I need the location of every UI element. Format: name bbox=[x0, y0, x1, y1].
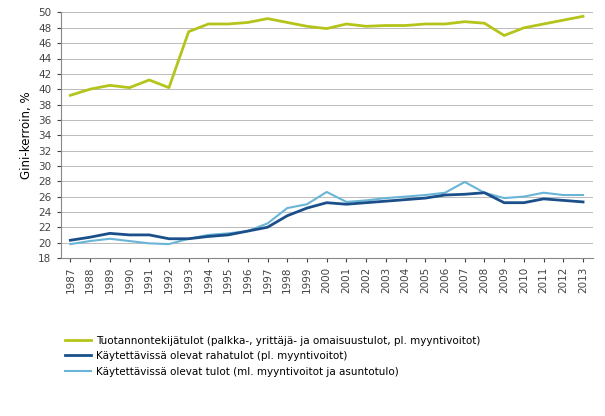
Käytettävissä olevat tulot (ml. myyntivoitot ja asuntotulo) bbox=[303, 202, 310, 207]
Tuotannontekijätulot (palkka-, yrittäjä- ja omaisuustulot, pl. myyntivoitot) bbox=[244, 20, 252, 25]
Käytettävissä olevat rahatulot (pl. myyntivoitot) bbox=[165, 236, 172, 241]
Tuotannontekijätulot (palkka-, yrittäjä- ja omaisuustulot, pl. myyntivoitot) bbox=[67, 93, 74, 98]
Käytettävissä olevat tulot (ml. myyntivoitot ja asuntotulo) bbox=[580, 193, 587, 198]
Käytettävissä olevat rahatulot (pl. myyntivoitot) bbox=[67, 238, 74, 243]
Käytettävissä olevat tulot (ml. myyntivoitot ja asuntotulo) bbox=[382, 196, 390, 201]
Tuotannontekijätulot (palkka-, yrittäjä- ja omaisuustulot, pl. myyntivoitot) bbox=[106, 83, 113, 88]
Line: Käytettävissä olevat rahatulot (pl. myyntivoitot): Käytettävissä olevat rahatulot (pl. myyn… bbox=[70, 193, 583, 240]
Käytettävissä olevat tulot (ml. myyntivoitot ja asuntotulo) bbox=[323, 189, 330, 194]
Käytettävissä olevat rahatulot (pl. myyntivoitot) bbox=[560, 198, 567, 203]
Käytettävissä olevat tulot (ml. myyntivoitot ja asuntotulo) bbox=[67, 242, 74, 247]
Tuotannontekijätulot (palkka-, yrittäjä- ja omaisuustulot, pl. myyntivoitot) bbox=[580, 14, 587, 19]
Käytettävissä olevat tulot (ml. myyntivoitot ja asuntotulo) bbox=[520, 194, 528, 199]
Käytettävissä olevat tulot (ml. myyntivoitot ja asuntotulo) bbox=[343, 199, 350, 204]
Tuotannontekijätulot (palkka-, yrittäjä- ja omaisuustulot, pl. myyntivoitot) bbox=[146, 77, 153, 82]
Käytettävissä olevat tulot (ml. myyntivoitot ja asuntotulo) bbox=[442, 190, 449, 195]
Tuotannontekijätulot (palkka-, yrittäjä- ja omaisuustulot, pl. myyntivoitot) bbox=[461, 19, 468, 24]
Käytettävissä olevat rahatulot (pl. myyntivoitot) bbox=[204, 234, 212, 239]
Tuotannontekijätulot (palkka-, yrittäjä- ja omaisuustulot, pl. myyntivoitot) bbox=[560, 17, 567, 22]
Käytettävissä olevat rahatulot (pl. myyntivoitot) bbox=[224, 233, 232, 238]
Käytettävissä olevat rahatulot (pl. myyntivoitot) bbox=[442, 193, 449, 198]
Käytettävissä olevat rahatulot (pl. myyntivoitot) bbox=[540, 196, 548, 201]
Käytettävissä olevat rahatulot (pl. myyntivoitot) bbox=[87, 235, 94, 240]
Käytettävissä olevat rahatulot (pl. myyntivoitot) bbox=[284, 213, 291, 218]
Käytettävissä olevat tulot (ml. myyntivoitot ja asuntotulo) bbox=[402, 194, 409, 199]
Käytettävissä olevat tulot (ml. myyntivoitot ja asuntotulo) bbox=[106, 236, 113, 241]
Tuotannontekijätulot (palkka-, yrittäjä- ja omaisuustulot, pl. myyntivoitot) bbox=[500, 33, 508, 38]
Käytettävissä olevat rahatulot (pl. myyntivoitot) bbox=[126, 233, 133, 238]
Y-axis label: Gini-kerroin, %: Gini-kerroin, % bbox=[20, 92, 33, 179]
Käytettävissä olevat tulot (ml. myyntivoitot ja asuntotulo) bbox=[422, 193, 429, 198]
Tuotannontekijätulot (palkka-, yrittäjä- ja omaisuustulot, pl. myyntivoitot) bbox=[224, 22, 232, 27]
Käytettävissä olevat tulot (ml. myyntivoitot ja asuntotulo) bbox=[540, 190, 548, 195]
Line: Käytettävissä olevat tulot (ml. myyntivoitot ja asuntotulo): Käytettävissä olevat tulot (ml. myyntivo… bbox=[70, 182, 583, 244]
Käytettävissä olevat rahatulot (pl. myyntivoitot) bbox=[520, 200, 528, 205]
Tuotannontekijätulot (palkka-, yrittäjä- ja omaisuustulot, pl. myyntivoitot) bbox=[442, 22, 449, 27]
Käytettävissä olevat rahatulot (pl. myyntivoitot) bbox=[244, 228, 252, 233]
Käytettävissä olevat tulot (ml. myyntivoitot ja asuntotulo) bbox=[244, 228, 252, 233]
Käytettävissä olevat tulot (ml. myyntivoitot ja asuntotulo) bbox=[224, 231, 232, 236]
Käytettävissä olevat tulot (ml. myyntivoitot ja asuntotulo) bbox=[461, 179, 468, 184]
Käytettävissä olevat rahatulot (pl. myyntivoitot) bbox=[422, 196, 429, 201]
Tuotannontekijätulot (palkka-, yrittäjä- ja omaisuustulot, pl. myyntivoitot) bbox=[481, 21, 488, 26]
Tuotannontekijätulot (palkka-, yrittäjä- ja omaisuustulot, pl. myyntivoitot) bbox=[264, 16, 271, 21]
Käytettävissä olevat rahatulot (pl. myyntivoitot) bbox=[303, 206, 310, 210]
Tuotannontekijätulot (palkka-, yrittäjä- ja omaisuustulot, pl. myyntivoitot) bbox=[87, 87, 94, 92]
Käytettävissä olevat tulot (ml. myyntivoitot ja asuntotulo) bbox=[481, 190, 488, 195]
Käytettävissä olevat rahatulot (pl. myyntivoitot) bbox=[343, 202, 350, 207]
Tuotannontekijätulot (palkka-, yrittäjä- ja omaisuustulot, pl. myyntivoitot) bbox=[382, 23, 390, 28]
Tuotannontekijätulot (palkka-, yrittäjä- ja omaisuustulot, pl. myyntivoitot) bbox=[126, 85, 133, 90]
Tuotannontekijätulot (palkka-, yrittäjä- ja omaisuustulot, pl. myyntivoitot) bbox=[303, 24, 310, 29]
Tuotannontekijätulot (palkka-, yrittäjä- ja omaisuustulot, pl. myyntivoitot) bbox=[323, 26, 330, 31]
Käytettävissä olevat tulot (ml. myyntivoitot ja asuntotulo) bbox=[264, 221, 271, 226]
Käytettävissä olevat rahatulot (pl. myyntivoitot) bbox=[500, 200, 508, 205]
Legend: Tuotannontekijätulot (palkka-, yrittäjä- ja omaisuustulot, pl. myyntivoitot), Kä: Tuotannontekijätulot (palkka-, yrittäjä-… bbox=[60, 332, 485, 381]
Käytettävissä olevat rahatulot (pl. myyntivoitot) bbox=[185, 236, 192, 241]
Line: Tuotannontekijätulot (palkka-, yrittäjä- ja omaisuustulot, pl. myyntivoitot): Tuotannontekijätulot (palkka-, yrittäjä-… bbox=[70, 16, 583, 95]
Käytettävissä olevat rahatulot (pl. myyntivoitot) bbox=[323, 200, 330, 205]
Käytettävissä olevat rahatulot (pl. myyntivoitot) bbox=[264, 225, 271, 230]
Käytettävissä olevat tulot (ml. myyntivoitot ja asuntotulo) bbox=[165, 242, 172, 247]
Käytettävissä olevat tulot (ml. myyntivoitot ja asuntotulo) bbox=[284, 206, 291, 210]
Käytettävissä olevat tulot (ml. myyntivoitot ja asuntotulo) bbox=[362, 198, 370, 203]
Tuotannontekijätulot (palkka-, yrittäjä- ja omaisuustulot, pl. myyntivoitot) bbox=[520, 25, 528, 30]
Käytettävissä olevat tulot (ml. myyntivoitot ja asuntotulo) bbox=[560, 193, 567, 198]
Käytettävissä olevat rahatulot (pl. myyntivoitot) bbox=[580, 199, 587, 204]
Tuotannontekijätulot (palkka-, yrittäjä- ja omaisuustulot, pl. myyntivoitot) bbox=[284, 20, 291, 25]
Käytettävissä olevat tulot (ml. myyntivoitot ja asuntotulo) bbox=[126, 238, 133, 243]
Tuotannontekijätulot (palkka-, yrittäjä- ja omaisuustulot, pl. myyntivoitot) bbox=[185, 29, 192, 34]
Käytettävissä olevat rahatulot (pl. myyntivoitot) bbox=[106, 231, 113, 236]
Tuotannontekijätulot (palkka-, yrittäjä- ja omaisuustulot, pl. myyntivoitot) bbox=[362, 24, 370, 29]
Käytettävissä olevat rahatulot (pl. myyntivoitot) bbox=[461, 192, 468, 197]
Käytettävissä olevat tulot (ml. myyntivoitot ja asuntotulo) bbox=[87, 238, 94, 243]
Tuotannontekijätulot (palkka-, yrittäjä- ja omaisuustulot, pl. myyntivoitot) bbox=[343, 22, 350, 27]
Tuotannontekijätulot (palkka-, yrittäjä- ja omaisuustulot, pl. myyntivoitot) bbox=[540, 22, 548, 27]
Käytettävissä olevat tulot (ml. myyntivoitot ja asuntotulo) bbox=[185, 236, 192, 241]
Käytettävissä olevat tulot (ml. myyntivoitot ja asuntotulo) bbox=[204, 233, 212, 238]
Käytettävissä olevat tulot (ml. myyntivoitot ja asuntotulo) bbox=[146, 241, 153, 246]
Käytettävissä olevat tulot (ml. myyntivoitot ja asuntotulo) bbox=[500, 196, 508, 201]
Käytettävissä olevat rahatulot (pl. myyntivoitot) bbox=[146, 233, 153, 238]
Käytettävissä olevat rahatulot (pl. myyntivoitot) bbox=[362, 200, 370, 205]
Tuotannontekijätulot (palkka-, yrittäjä- ja omaisuustulot, pl. myyntivoitot) bbox=[204, 22, 212, 27]
Tuotannontekijätulot (palkka-, yrittäjä- ja omaisuustulot, pl. myyntivoitot) bbox=[402, 23, 409, 28]
Tuotannontekijätulot (palkka-, yrittäjä- ja omaisuustulot, pl. myyntivoitot) bbox=[165, 85, 172, 90]
Käytettävissä olevat rahatulot (pl. myyntivoitot) bbox=[382, 199, 390, 204]
Tuotannontekijätulot (palkka-, yrittäjä- ja omaisuustulot, pl. myyntivoitot) bbox=[422, 22, 429, 27]
Käytettävissä olevat rahatulot (pl. myyntivoitot) bbox=[481, 190, 488, 195]
Käytettävissä olevat rahatulot (pl. myyntivoitot) bbox=[402, 197, 409, 202]
